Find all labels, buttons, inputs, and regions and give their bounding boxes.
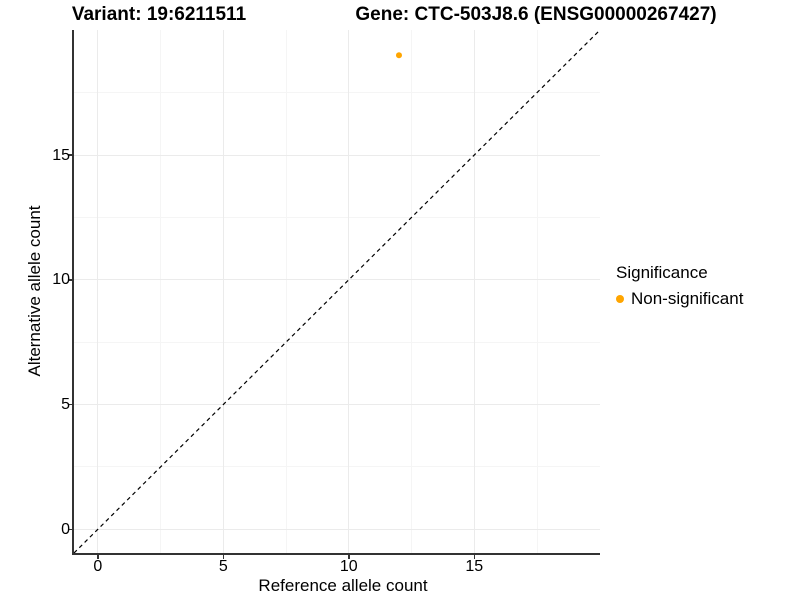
gridline-y-major — [74, 154, 600, 156]
gridline-x-major — [473, 30, 475, 553]
x-axis-line — [72, 553, 601, 555]
y-tick-mark — [68, 403, 73, 406]
identity-dashed-line — [74, 30, 600, 553]
gridline-y-minor — [74, 92, 600, 94]
y-tick-mark — [68, 528, 73, 531]
plot-svg-layer — [74, 30, 600, 553]
x-tick-mark — [97, 554, 99, 559]
x-tick-mark — [222, 554, 225, 559]
plot-title-gene: Gene: CTC-503J8.6 (ENSG00000267427) — [355, 4, 717, 25]
gridline-y-major — [74, 279, 600, 281]
x-tick-label: 15 — [465, 558, 484, 575]
gridline-x-major — [97, 30, 99, 553]
legend-title: Significance — [616, 263, 708, 282]
x-tick-mark — [348, 554, 350, 559]
gridline-y-major — [74, 528, 600, 530]
y-axis-label: Alternative allele count — [25, 205, 44, 377]
gridline-y-major — [74, 404, 600, 406]
gridline-y-minor — [74, 216, 600, 218]
y-tick-label: 15 — [52, 146, 70, 164]
y-tick-label: 10 — [52, 271, 70, 289]
y-tick-label: 5 — [61, 396, 70, 414]
x-tick-label: 0 — [93, 558, 103, 575]
y-tick-label: 0 — [61, 520, 70, 538]
gridline-y-minor — [74, 341, 600, 343]
gridline-x-minor — [160, 30, 162, 553]
gridline-x-major — [222, 30, 224, 553]
plot-panel — [74, 30, 600, 553]
y-tick-mark — [68, 154, 73, 156]
x-axis-label: Reference allele count — [258, 576, 428, 595]
legend-entry: Non-significant — [616, 289, 743, 309]
y-tick-mark — [68, 279, 73, 281]
x-tick-label: 10 — [339, 558, 358, 575]
x-tick-mark — [473, 554, 476, 559]
gridline-x-minor — [411, 30, 413, 553]
gridline-x-minor — [536, 30, 538, 553]
y-axis-line — [72, 30, 74, 555]
legend-marker-circle-icon — [616, 295, 624, 303]
gridline-y-minor — [74, 466, 600, 468]
plot-title-variant: Variant: 19:6211511 — [71, 4, 247, 25]
gridline-x-major — [348, 30, 350, 553]
data-point — [395, 52, 402, 59]
x-tick-label: 5 — [218, 558, 228, 575]
legend: Significance Non-significant — [616, 263, 743, 309]
legend-entry-label: Non-significant — [631, 289, 744, 308]
gridline-x-minor — [285, 30, 287, 553]
